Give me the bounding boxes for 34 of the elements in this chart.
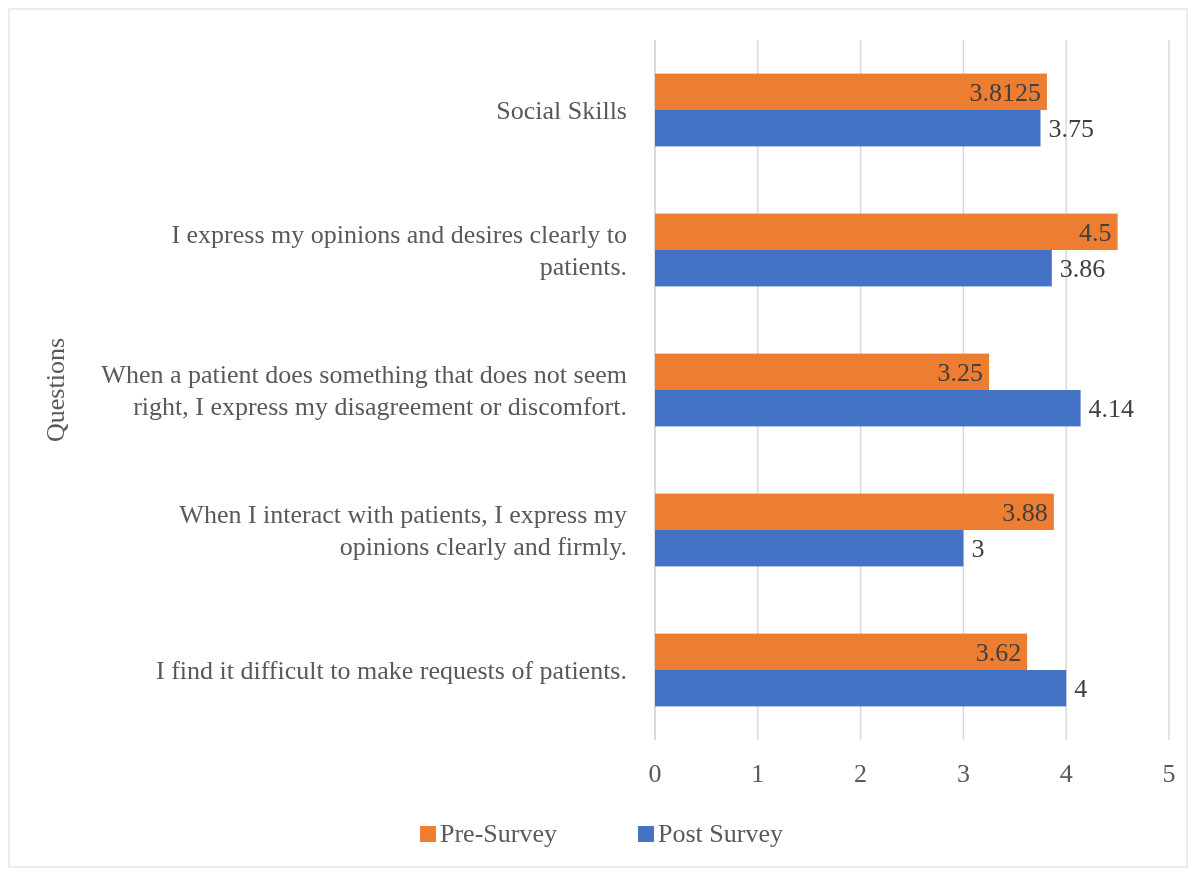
bar [655,390,1081,427]
x-tick-label: 2 [854,759,868,788]
x-tick-label: 1 [751,759,765,788]
data-label: 3.86 [1059,254,1106,284]
bar [655,353,990,390]
data-label: 3.25 [937,357,984,387]
data-label: 3.8125 [969,77,1041,107]
bar [655,530,964,567]
x-tick-label: 0 [648,759,662,788]
y-tick-label: Social Skills [496,96,627,126]
bar [655,213,1118,250]
data-label: 3 [971,534,985,564]
y-axis-title: Questions [41,338,70,442]
x-tick-label: 3 [956,759,970,788]
data-label: 4 [1074,674,1088,704]
y-tick-label: When I interact with patients, I express my opinions clearly and firmly. [179,500,627,562]
x-tick-label: 4 [1059,759,1073,788]
bar [655,110,1041,147]
bar [655,633,1028,670]
data-label: 4.14 [1088,394,1135,424]
y-tick-label: I find it difficult to make requests of patients. [155,656,627,686]
bar [655,493,1054,530]
data-label: 3.88 [1002,497,1048,527]
legend-label: Post Survey [658,819,783,848]
data-label: 3.75 [1048,114,1094,144]
data-label: 3.62 [975,637,1022,667]
bar [655,250,1052,287]
bar [655,73,1047,110]
legend-label: Pre-Survey [440,819,557,848]
data-label: 4.5 [1079,217,1112,247]
y-tick-label: When a patient does something that does not seem right, I express my disagreement or discomfort. [101,360,627,422]
x-tick-label: 5 [1162,759,1176,788]
bar [655,670,1067,707]
y-tick-label: I express my opinions and desires clearly to patients. [171,220,627,282]
